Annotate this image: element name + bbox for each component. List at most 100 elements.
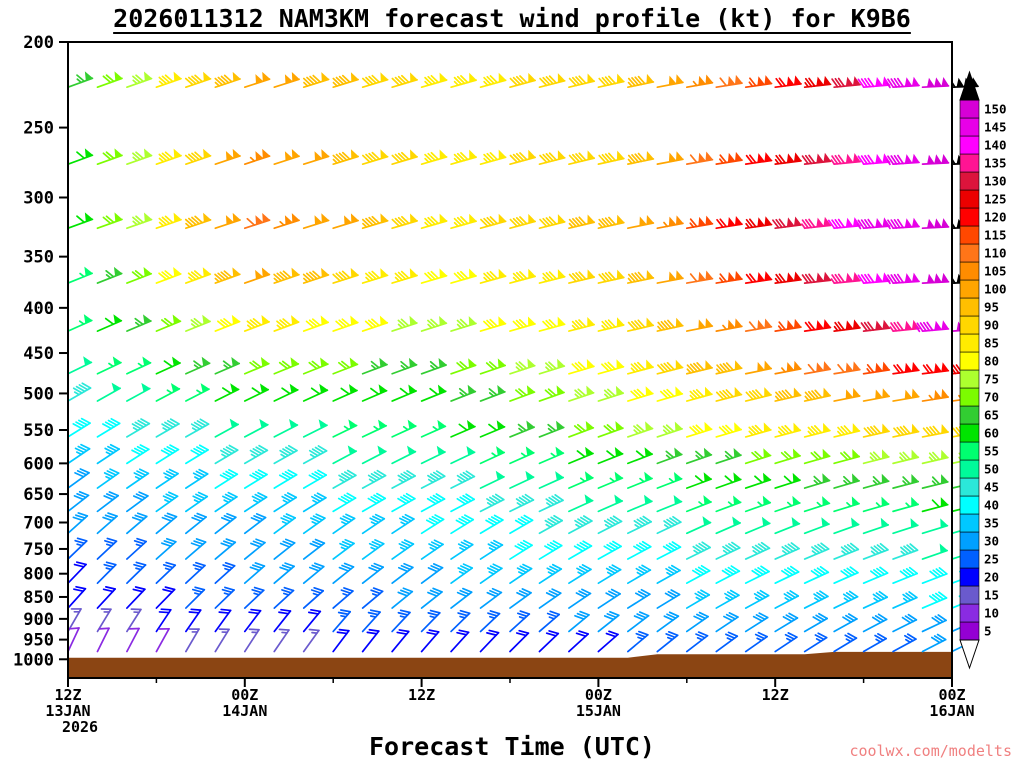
wind-barb [126, 444, 150, 465]
wind-barb [479, 610, 501, 633]
x-tick-label: 12Z [54, 686, 81, 704]
wind-barb [803, 565, 830, 585]
wind-barb [155, 586, 176, 609]
legend-swatch [959, 567, 980, 587]
wind-barb [715, 611, 739, 633]
wind-barb [391, 384, 418, 402]
wind-barb [774, 360, 802, 375]
wind-barb [479, 420, 506, 438]
wind-barb [597, 588, 622, 609]
chart-title: 2026011312 NAM3KM forecast wind profile … [113, 4, 911, 33]
wind-barb [744, 631, 768, 653]
wind-barb [886, 217, 920, 230]
wind-barb [715, 360, 743, 375]
wind-barb [685, 589, 711, 609]
legend-swatch [959, 297, 980, 317]
wind-barb [509, 316, 536, 332]
wind-barb [450, 563, 474, 585]
wind-barb [155, 71, 182, 89]
wind-barb [361, 469, 387, 489]
legend-swatch [959, 621, 980, 641]
wind-barb [420, 493, 446, 513]
wind-barb [96, 314, 123, 332]
y-tick-label: 800 [23, 565, 54, 585]
wind-barb [420, 316, 448, 332]
legend-swatch [959, 477, 980, 497]
wind-barb [332, 628, 350, 653]
wind-barb [214, 468, 239, 489]
wind-barb [803, 361, 832, 375]
wind-barb [715, 74, 743, 89]
wind-barb [479, 514, 504, 535]
wind-barb [67, 382, 92, 402]
wind-barb [96, 443, 121, 465]
wind-barb [857, 153, 891, 165]
wind-barb [420, 609, 441, 633]
wind-barb [831, 76, 861, 89]
wind-barb [361, 628, 380, 653]
y-tick-label: 200 [23, 33, 54, 53]
wind-barb [656, 447, 683, 465]
wind-barb [185, 444, 209, 465]
wind-barb [361, 268, 389, 284]
wind-barb [538, 150, 566, 165]
watermark-link[interactable]: coolwx.com/modelts [849, 742, 1012, 760]
legend-swatch [959, 387, 980, 407]
wind-barb [685, 447, 713, 465]
wind-barb [685, 151, 714, 165]
wind-barb [597, 269, 625, 284]
wind-barb [568, 630, 589, 653]
wind-barb [185, 314, 211, 332]
wind-barb [509, 610, 531, 633]
wind-barb [862, 566, 889, 585]
wind-barb [656, 471, 683, 489]
wind-barb [361, 213, 389, 230]
wind-barb [302, 72, 330, 89]
wind-barb [921, 591, 948, 609]
wind-barb [774, 495, 801, 513]
wind-barb [479, 493, 505, 513]
wind-barb [450, 420, 476, 438]
wind-barb [479, 470, 505, 489]
wind-barb [744, 387, 772, 402]
wind-barb [479, 587, 503, 609]
wind-barb [185, 468, 209, 489]
wind-barb [568, 359, 595, 375]
wind-barb [833, 361, 861, 375]
wind-barb [833, 423, 861, 438]
wind-barb [155, 608, 172, 633]
wind-barb [273, 538, 296, 560]
wind-barb [509, 385, 536, 402]
wind-barb [302, 608, 322, 633]
wind-barb [715, 151, 743, 165]
wind-barb [774, 516, 801, 535]
legend-swatch [959, 549, 980, 569]
wind-barb [302, 562, 325, 585]
y-tick-label: 700 [23, 513, 54, 533]
legend-swatch [959, 531, 980, 551]
wind-barb [332, 469, 357, 489]
wind-barb [886, 76, 920, 89]
wind-barb [361, 513, 386, 535]
wind-barb [302, 513, 326, 535]
wind-barb [833, 496, 860, 513]
wind-barb [685, 611, 709, 633]
wind-barb [479, 385, 506, 402]
wind-barb [67, 608, 82, 633]
wind-barb [302, 267, 330, 284]
wind-barb [243, 513, 267, 535]
wind-barb [67, 490, 90, 513]
wind-barb [155, 356, 182, 375]
wind-barb [450, 539, 474, 560]
legend-value-label: 30 [984, 534, 999, 549]
wind-barb [126, 512, 148, 535]
wind-barb [391, 213, 419, 230]
legend-value-label: 95 [984, 300, 999, 315]
wind-barb [830, 272, 861, 284]
wind-barb [627, 630, 649, 653]
legend-swatch [959, 189, 980, 209]
wind-barb [892, 423, 920, 438]
wind-barb [67, 71, 94, 89]
wind-barb [391, 609, 411, 633]
wind-barb [685, 318, 714, 332]
